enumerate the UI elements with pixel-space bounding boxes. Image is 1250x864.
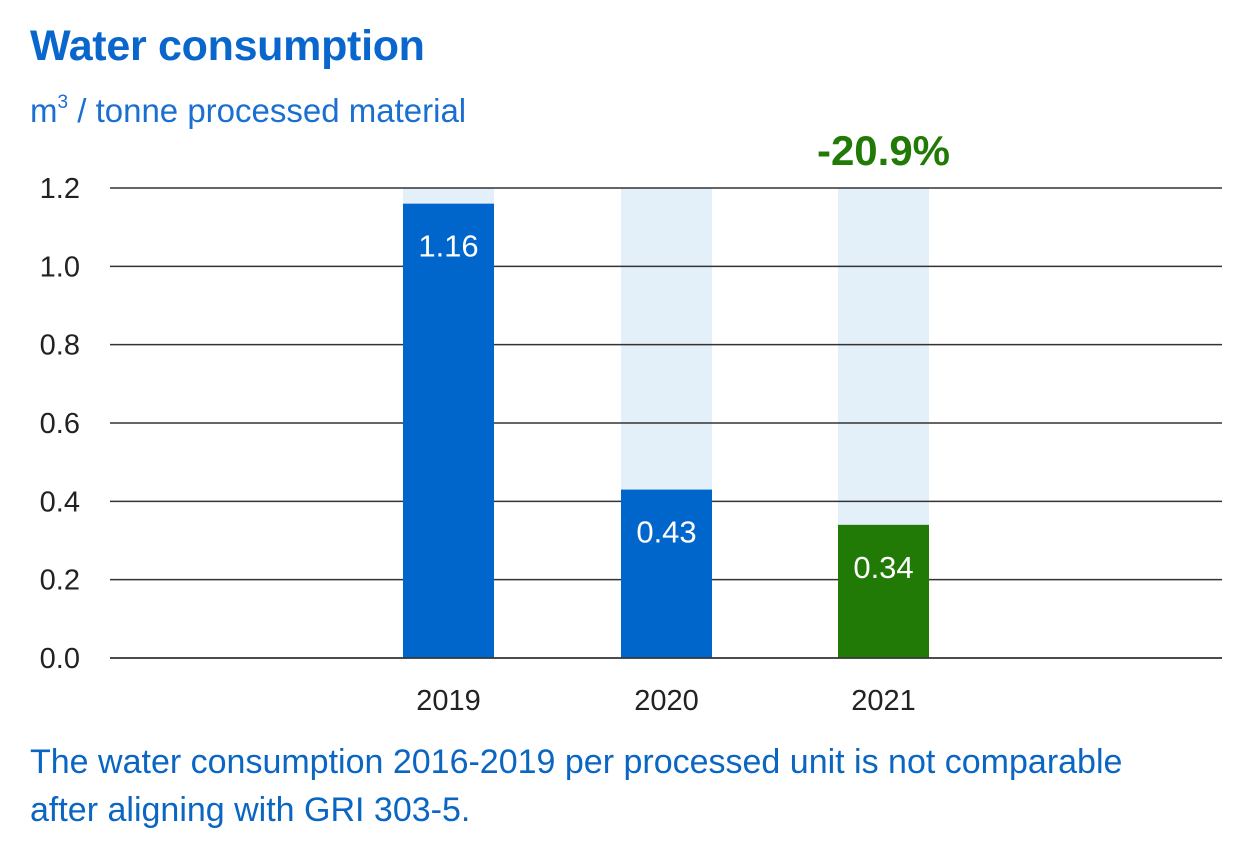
y-tick-label: 0.4: [40, 486, 80, 518]
bar-2020: [621, 489, 712, 658]
bar-value-label: 0.43: [636, 515, 696, 550]
bar-2021: [838, 524, 929, 658]
y-tick-label: 0.6: [40, 408, 80, 440]
x-tick-label: 2021: [851, 685, 916, 717]
y-tick-label: 0.0: [40, 643, 80, 675]
unit-rest: / tonne processed material: [68, 92, 467, 129]
y-tick-label: 1.0: [40, 251, 80, 283]
y-tick-label: 0.8: [40, 330, 80, 362]
unit-base: m: [30, 92, 58, 129]
change-annotation: -20.9%: [817, 127, 950, 174]
bar-2019: [403, 203, 494, 658]
bar-value-label: 0.34: [853, 550, 913, 585]
y-tick-label: 1.2: [40, 173, 80, 205]
chart-unit-label: m3 / tonne processed material: [30, 92, 466, 130]
unit-superscript: 3: [57, 92, 69, 113]
y-tick-label: 0.2: [40, 565, 80, 597]
footnote: The water consumption 2016-2019 per proc…: [30, 743, 1123, 829]
x-tick-label: 2019: [416, 685, 481, 717]
x-tick-label: 2020: [634, 685, 699, 717]
chart-title: Water consumption: [30, 22, 425, 70]
bar-value-label: 1.16: [418, 229, 478, 264]
